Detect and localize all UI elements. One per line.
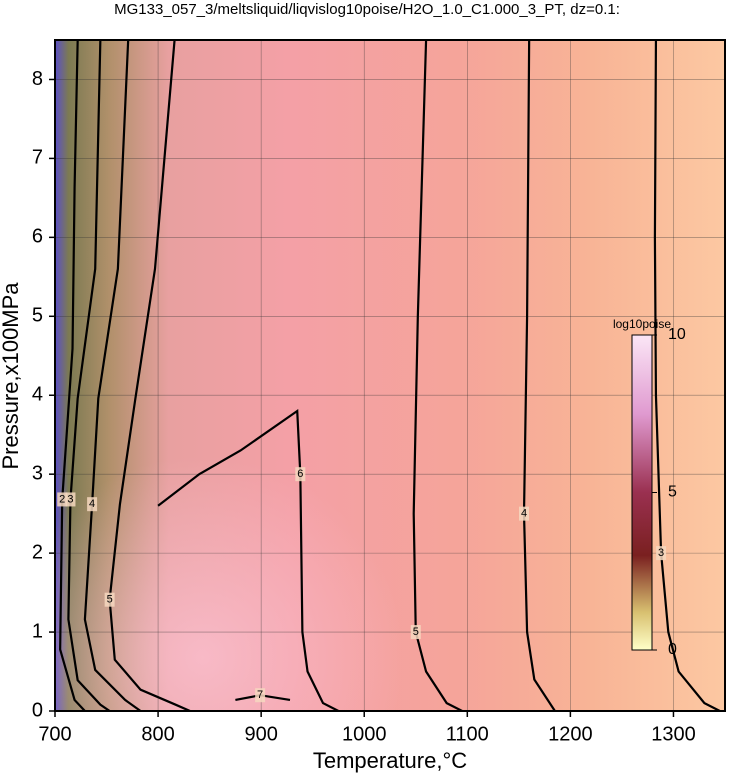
x-axis-label: Temperature,°C bbox=[313, 748, 467, 773]
y-tick-label: 1 bbox=[32, 620, 43, 642]
colorbar-title: log10poise bbox=[613, 317, 671, 331]
frame bbox=[54, 39, 726, 712]
x-tick-label: 900 bbox=[244, 723, 277, 745]
contour-label-bg bbox=[57, 492, 68, 507]
contour-label: 4 bbox=[521, 508, 527, 520]
contour-label: 5 bbox=[413, 626, 419, 638]
contour-label-bg bbox=[65, 492, 76, 507]
y-axis-label: Pressure,x100MPa bbox=[0, 282, 23, 470]
colorbar-tick-label: 10 bbox=[668, 326, 686, 343]
contour-label-bg bbox=[519, 506, 529, 521]
chart-title: MG133_057_3/meltsliquid/liqvislog10poise… bbox=[114, 1, 620, 18]
contour-label: 7 bbox=[257, 689, 263, 701]
contour-label: 6 bbox=[297, 468, 303, 480]
contour-line bbox=[83, 40, 142, 711]
contour-label-bg bbox=[104, 592, 115, 607]
x-tick-label: 800 bbox=[141, 723, 174, 745]
x-tick-label: 1100 bbox=[446, 723, 489, 745]
contour-line bbox=[67, 40, 111, 711]
colorbar-tick-label: 0 bbox=[668, 641, 677, 658]
y-tick-label: 6 bbox=[32, 226, 43, 248]
contour-line bbox=[653, 40, 721, 711]
y-tick-label: 8 bbox=[32, 68, 43, 90]
y-tick-label: 5 bbox=[32, 305, 43, 327]
y-tick-label: 4 bbox=[32, 384, 43, 406]
x-tick-label: 1200 bbox=[548, 723, 593, 745]
contour-label-bg bbox=[656, 546, 667, 561]
y-tick-label: 7 bbox=[32, 147, 43, 169]
contour-line bbox=[522, 40, 556, 711]
contour-label: 3 bbox=[67, 493, 73, 505]
contour-label-bg bbox=[87, 497, 98, 512]
field-glow bbox=[55, 40, 725, 711]
x-tick-label: 1000 bbox=[342, 723, 387, 745]
contour-label: 4 bbox=[89, 498, 95, 510]
contour-label: 2 bbox=[59, 493, 65, 505]
contour-label-bg bbox=[255, 688, 266, 703]
colorbar bbox=[631, 334, 653, 651]
contour-label: 3 bbox=[658, 547, 664, 559]
x-tick-label: 1300 bbox=[651, 723, 696, 745]
x-tick-label: 700 bbox=[38, 723, 71, 745]
contour-label: 5 bbox=[107, 594, 113, 606]
contour-label-bg bbox=[295, 467, 306, 482]
y-tick-label: 2 bbox=[32, 541, 43, 563]
y-tick-label: 3 bbox=[32, 462, 43, 484]
contour-label-bg bbox=[410, 625, 421, 640]
colorbar-tick-label: 5 bbox=[668, 484, 677, 501]
y-tick-label: 0 bbox=[32, 699, 43, 721]
